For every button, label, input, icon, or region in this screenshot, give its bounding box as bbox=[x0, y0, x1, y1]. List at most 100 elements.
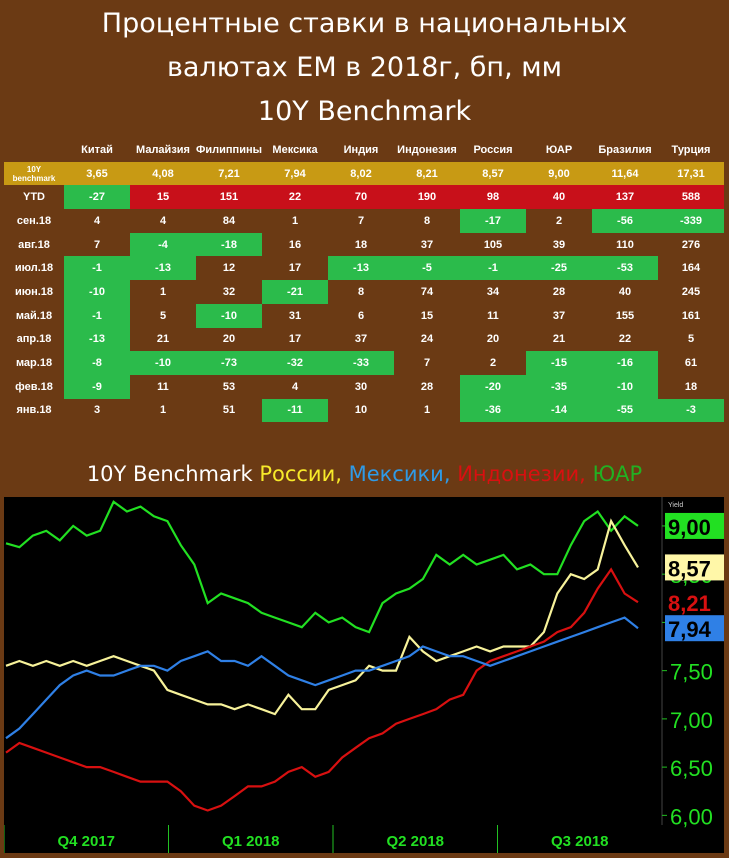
series-line-22e022 bbox=[5, 500, 639, 634]
table-cell: -53 bbox=[592, 256, 658, 281]
table-cell: 21 bbox=[156, 333, 170, 346]
table-cell: 110 bbox=[616, 238, 634, 251]
subtitle-russia: России, bbox=[259, 462, 342, 486]
table-cell: 6 bbox=[357, 309, 365, 322]
table-cell: -10 bbox=[64, 280, 130, 304]
table-cell: 8 bbox=[423, 214, 431, 227]
y-axis-title: Yield bbox=[668, 502, 683, 509]
column-header: Турция bbox=[671, 143, 711, 156]
table-cell: 37 bbox=[420, 238, 434, 251]
table-cell: 11 bbox=[487, 309, 499, 322]
table-cell: 11 bbox=[157, 380, 169, 393]
table-cell: 18 bbox=[684, 380, 698, 393]
table-cell: 7 bbox=[93, 238, 101, 251]
column-header: Индонезия bbox=[397, 143, 457, 156]
page-title-line-3: 10Y Benchmark bbox=[257, 96, 472, 127]
benchmark-cell: 7,94 bbox=[262, 161, 328, 186]
table-cell: 17 bbox=[288, 333, 302, 346]
row-label: янв.18 bbox=[16, 404, 52, 417]
last-value-label: 8,21 bbox=[668, 591, 711, 616]
table-cell: 37 bbox=[552, 309, 566, 322]
table-cell: 7 bbox=[423, 357, 431, 370]
table-cell: 31 bbox=[288, 309, 302, 322]
table-cell: -9 bbox=[64, 374, 130, 399]
yield-chart-svg: Yield9,008,508,007,507,006,506,009,008,5… bbox=[3, 497, 725, 853]
row-label: фев.18 bbox=[15, 380, 53, 393]
table-cell: 20 bbox=[486, 333, 500, 346]
table-row: мар.18 -8 -10 -73 -32 -33 7 2 -15 -16 61 bbox=[4, 351, 724, 375]
row-label: июл.18 bbox=[14, 262, 54, 275]
table-cell: 1 bbox=[291, 214, 299, 227]
quarter-label: Q2 2018 bbox=[386, 833, 444, 850]
y-tick-label: 7,00 bbox=[670, 708, 713, 733]
table-cell: 1 bbox=[159, 285, 167, 298]
table-cell: -55 bbox=[592, 398, 658, 423]
table-cell: 15 bbox=[130, 185, 196, 210]
table-cell: -10 bbox=[130, 351, 196, 375]
table-cell: -20 bbox=[460, 374, 526, 399]
quarter-label: Q3 2018 bbox=[551, 833, 609, 850]
last-value-label: 8,57 bbox=[668, 556, 711, 581]
table-cell: -27 bbox=[64, 185, 130, 210]
table-cell: -1 bbox=[460, 256, 526, 281]
subtitle-prefix: 10Y Benchmark bbox=[86, 462, 260, 486]
benchmark-cell: 4,08 bbox=[130, 161, 196, 186]
table-cell: -15 bbox=[526, 351, 592, 375]
y-tick-label: 7,50 bbox=[670, 660, 713, 685]
table-cell: 276 bbox=[681, 238, 701, 251]
table-cell: -5 bbox=[394, 256, 460, 281]
table-cell: 28 bbox=[420, 380, 434, 393]
benchmark-label-line-2: benchmark bbox=[12, 173, 56, 183]
table-cell: 164 bbox=[681, 262, 701, 275]
table-row: фев.18 -9 11 53 4 30 28 -20 -35 -10 18 bbox=[4, 374, 724, 399]
last-value-label: 9,00 bbox=[668, 515, 711, 540]
row-label: авг.18 bbox=[18, 238, 50, 251]
column-header: ЮАР bbox=[545, 143, 573, 156]
row-label: апр.18 bbox=[16, 333, 52, 346]
table-row: май.18 -1 5 -10 31 6 15 11 37 155 161 bbox=[4, 303, 724, 328]
table-row: YTD -27 15 151 22 70 190 98 40 137 588 bbox=[4, 185, 724, 210]
table-cell: -3 bbox=[658, 398, 724, 423]
table-cell: 10 bbox=[354, 404, 368, 417]
page-title-line-1: Процентные ставки в национальных bbox=[101, 8, 628, 39]
column-header: Малайзия bbox=[136, 143, 190, 156]
yield-chart: Yield9,008,508,007,507,006,506,009,008,5… bbox=[3, 497, 725, 853]
table-row: апр.18 -13 21 20 17 37 24 20 21 22 5 bbox=[4, 327, 724, 352]
table-header-row: Китай Малайзия Филиппины Мексика Индия Индоне… bbox=[4, 138, 724, 162]
subtitle-mexico: Мексики, bbox=[341, 462, 451, 486]
table-cell: 2 bbox=[555, 214, 563, 227]
table-cell: 5 bbox=[687, 333, 695, 346]
table-cell: 2 bbox=[489, 357, 497, 370]
table-cell: 21 bbox=[552, 333, 566, 346]
table-row: июл.18 -1 -13 12 17 -13 -5 -1 -25 -53 164 bbox=[4, 256, 724, 281]
table-cell: 190 bbox=[394, 185, 460, 210]
table-cell: -18 bbox=[196, 232, 262, 257]
table-cell: 30 bbox=[354, 380, 368, 393]
row-label: май.18 bbox=[15, 309, 53, 322]
benchmark-cell: 8,02 bbox=[328, 161, 394, 186]
table-cell: -10 bbox=[592, 374, 658, 399]
table-cell: 245 bbox=[681, 285, 701, 298]
last-value-tag bbox=[665, 512, 725, 539]
table-cell: -73 bbox=[196, 351, 262, 375]
table-cell: -10 bbox=[196, 303, 262, 328]
benchmark-cell: 17,31 bbox=[658, 161, 724, 186]
table-cell: 74 bbox=[420, 285, 434, 298]
benchmark-cell: 9,00 bbox=[526, 161, 592, 186]
table-cell: 5 bbox=[159, 309, 167, 322]
table-cell: 1 bbox=[159, 404, 167, 417]
column-header: Мексика bbox=[272, 143, 318, 156]
table-cell: -11 bbox=[262, 398, 328, 423]
table-row: июн.18 -10 1 32 -21 8 74 34 28 40 245 bbox=[4, 280, 724, 304]
y-tick-label: 6,50 bbox=[670, 756, 713, 781]
table-cell: 151 bbox=[196, 185, 262, 210]
table-cell: 32 bbox=[222, 285, 236, 298]
table-cell: -1 bbox=[64, 256, 130, 281]
table-cell: 20 bbox=[222, 333, 236, 346]
table-row: сен.18 4 4 84 1 7 8 -17 2 -56 -339 bbox=[4, 209, 724, 233]
last-value-tag bbox=[665, 589, 725, 616]
table-cell: 4 bbox=[291, 380, 299, 393]
benchmark-label-line-1: 10Y bbox=[26, 164, 42, 174]
table-cell: 16 bbox=[288, 238, 302, 251]
table-cell: 37 bbox=[354, 333, 368, 346]
